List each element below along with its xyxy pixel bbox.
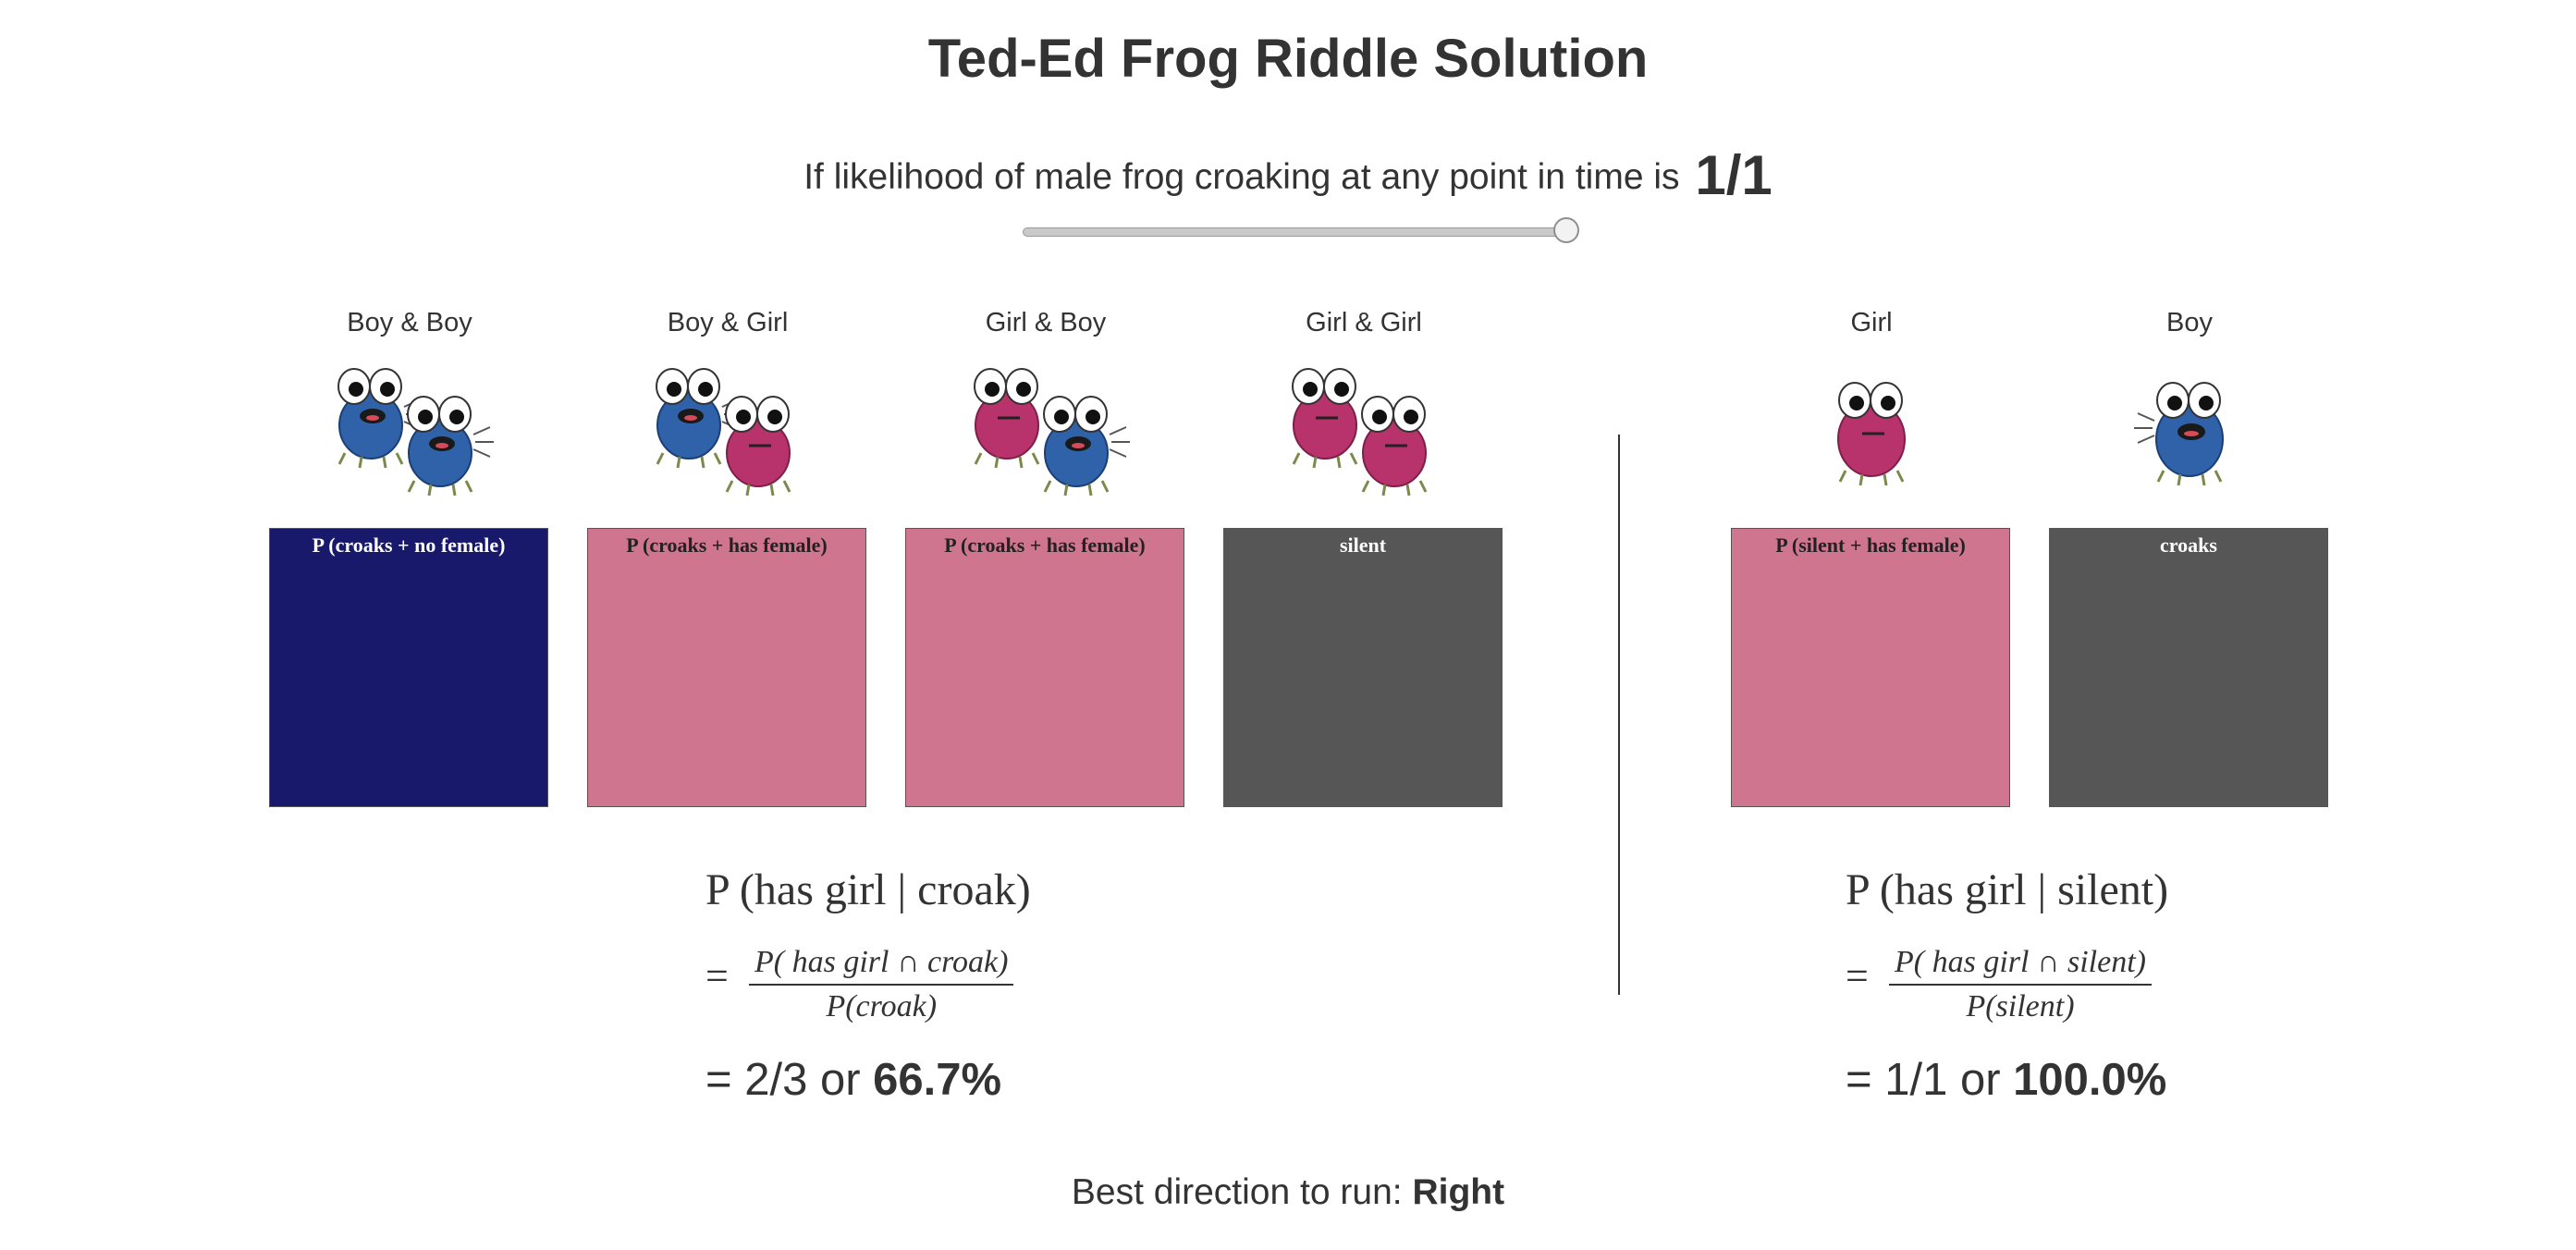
frogs-boy-boy bbox=[269, 342, 550, 499]
box-boy-boy: P (croaks + no female) bbox=[269, 528, 548, 807]
right-formula-title: P (has girl | silent) bbox=[1846, 865, 2169, 914]
left-formula-title: P (has girl | croak) bbox=[705, 865, 1031, 914]
box-boy: croaks bbox=[2049, 528, 2328, 807]
left-result-value: 66.7% bbox=[873, 1055, 1002, 1105]
frogs-girl bbox=[1731, 342, 2012, 499]
likelihood-value: 1/1 bbox=[1695, 144, 1773, 206]
best-direction-label: Best direction to run: bbox=[1071, 1172, 1403, 1212]
left-formula-numerator: P( has girl ∩ croak) bbox=[749, 945, 1014, 986]
box-girl: P (silent + has female) bbox=[1731, 528, 2010, 807]
frogs-girl-boy bbox=[905, 342, 1186, 499]
box-label: P (croaks + has female) bbox=[944, 533, 1146, 557]
right-formula-equals: = bbox=[1846, 953, 1869, 999]
frogs-boy-girl bbox=[587, 342, 868, 499]
likelihood-text: If likelihood of male frog croaking at a… bbox=[0, 143, 2576, 207]
frog-pair-icon bbox=[974, 368, 1130, 496]
frog-pair-icon bbox=[1292, 368, 1428, 496]
column-label-girl-girl: Girl & Girl bbox=[1306, 308, 1422, 337]
box-girl-boy: P (croaks + has female) bbox=[905, 528, 1184, 807]
right-formula-result: = 1/1 or 100.0% bbox=[1846, 1054, 2166, 1106]
right-formula-denominator: P(silent) bbox=[1966, 989, 2075, 1023]
left-formula-result: = 2/3 or 66.7% bbox=[705, 1054, 1001, 1106]
frog-icon bbox=[1837, 382, 1906, 486]
column-label-girl: Girl bbox=[1850, 308, 1893, 337]
frog-icon bbox=[2134, 382, 2224, 486]
box-girl-girl: silent bbox=[1223, 528, 1503, 807]
left-formula-fraction: P( has girl ∩ croak) P(croak) bbox=[749, 945, 1014, 1024]
column-label-boy: Boy bbox=[2166, 308, 2213, 337]
box-label: P (croaks + no female) bbox=[312, 533, 506, 557]
right-formula-fraction: P( has girl ∩ silent) P(silent) bbox=[1889, 945, 2152, 1024]
right-formula-numerator: P( has girl ∩ silent) bbox=[1889, 945, 2152, 986]
best-direction: Best direction to run: Right bbox=[0, 1172, 2576, 1213]
frogs-boy bbox=[2049, 342, 2330, 499]
frogs-girl-girl bbox=[1223, 342, 1504, 499]
frog-pair-icon bbox=[656, 368, 791, 496]
section-divider bbox=[1618, 435, 1620, 995]
column-label-boy-boy: Boy & Boy bbox=[347, 308, 472, 337]
box-label: croaks bbox=[2160, 533, 2217, 557]
box-label: silent bbox=[1339, 533, 1387, 557]
column-label-girl-boy: Girl & Boy bbox=[985, 308, 1107, 337]
frog-pair-icon bbox=[337, 368, 494, 496]
best-direction-value: Right bbox=[1412, 1172, 1505, 1212]
box-label: P (silent + has female) bbox=[1775, 533, 1966, 557]
left-result-prefix: = 2/3 or bbox=[705, 1055, 861, 1105]
right-result-value: 100.0% bbox=[2013, 1055, 2167, 1105]
right-result-prefix: = 1/1 or bbox=[1846, 1055, 2001, 1105]
box-label: P (croaks + has female) bbox=[626, 533, 828, 557]
box-boy-girl: P (croaks + has female) bbox=[587, 528, 866, 807]
likelihood-slider-track[interactable] bbox=[1023, 227, 1574, 237]
column-label-boy-girl: Boy & Girl bbox=[667, 308, 789, 337]
likelihood-label: If likelihood of male frog croaking at a… bbox=[803, 157, 1680, 197]
left-formula-equals: = bbox=[705, 953, 729, 999]
likelihood-slider-thumb[interactable] bbox=[1553, 217, 1579, 243]
page-title: Ted-Ed Frog Riddle Solution bbox=[927, 29, 1649, 89]
left-formula-denominator: P(croak) bbox=[826, 989, 938, 1023]
